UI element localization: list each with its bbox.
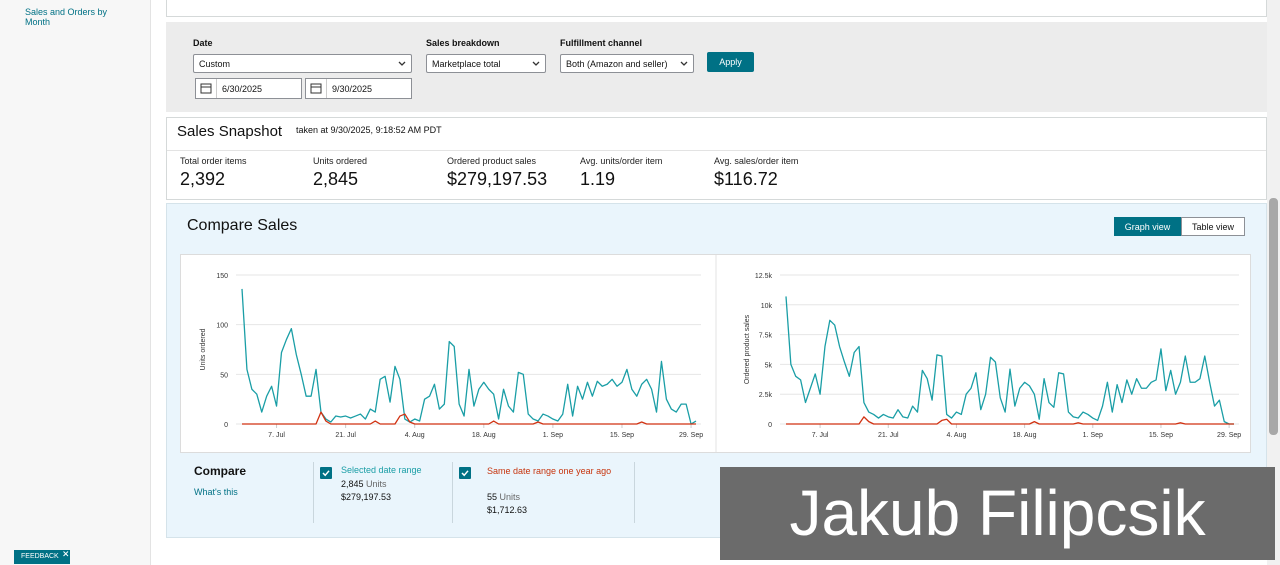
metric-label: Total order items [180,156,247,166]
chevron [680,61,688,66]
compare-sales-title: Compare Sales [187,217,298,234]
y-tick-label: 0 [224,422,228,429]
top-panel [166,0,1267,17]
breakdown-value: Marketplace total [432,59,501,69]
series-line [242,411,696,425]
date-select[interactable]: Custom [193,54,412,73]
x-tick-label: 29. Sep [1217,432,1241,439]
charts-box: 0 50 100 150 Units ordered 7. Jul 21. Jul 4. Au… [180,254,1251,453]
graph-view-button[interactable]: Graph view [1114,217,1181,236]
divider [167,150,1266,151]
sidebar [0,0,151,565]
metric-value: $279,197.53 [447,169,548,189]
chevron [532,61,540,66]
scrollbar-thumb[interactable] [1269,198,1278,435]
divider [634,462,635,523]
x-tick-label: 29. Sep [679,432,703,439]
close-icon [62,551,69,557]
y-tick-label: 0 [768,422,772,429]
y-tick-label: 12.5k [755,273,773,280]
breakdown-select[interactable]: Marketplace total [426,54,546,73]
divider [313,462,314,523]
feedback-button[interactable]: FEEDBACK [14,550,70,564]
breakdown-label: Sales breakdown [426,38,500,48]
units-label: Units [366,479,387,489]
feedback-label: FEEDBACK [21,553,59,560]
end-value: 9/30/2025 [332,84,373,94]
x-tick-label: 4. Aug [947,432,967,439]
calendar-icon [200,83,212,94]
metric-value: $116.72 [714,169,778,189]
legend-last-year: Same date range one year ago [487,466,612,476]
y-tick-label: 150 [216,273,228,280]
compare-title: Compare [194,464,247,478]
x-tick-label: 15. Sep [610,432,634,439]
snapshot-panel [166,117,1267,200]
x-tick-label: 7. Jul [268,432,285,439]
table-view-button[interactable]: Table view [1181,217,1245,236]
x-tick-label: 15. Sep [1149,432,1173,439]
x-tick-label: 1. Sep [543,432,563,439]
y-tick-label: 2.5k [759,392,773,399]
divider [452,462,453,523]
y-axis-label: Ordered product sales [744,314,751,384]
metric-label: Avg. sales/order item [714,156,799,166]
y-tick-label: 5k [765,362,773,369]
whats-this-link[interactable]: What's this [194,487,238,497]
metric-value: 2,845 [313,169,359,189]
channel-label: Fulfillment channel [560,38,643,48]
sales: $1,712.63 [487,505,528,515]
charts: 0 50 100 150 Units ordered 7. Jul 21. Jul 4. Au… [200,255,1241,452]
y-tick-label: 100 [216,323,228,330]
x-tick-label: 21. Jul [878,432,899,439]
sidebar-link[interactable]: Sales and Orders by Month [25,7,108,27]
checkbox[interactable] [459,467,471,479]
channel-select[interactable]: Both (Amazon and seller) [560,54,694,73]
x-tick-label: 18. Aug [1013,432,1037,439]
y-tick-label: 7.5k [759,333,773,340]
date-label: Date [193,38,213,48]
x-tick-label: 4. Aug [405,432,425,439]
chevron [398,61,406,66]
date-value: Custom [199,59,231,69]
x-tick-label: 21. Jul [335,432,356,439]
series-line [785,296,1234,425]
x-tick-label: 1. Sep [1083,432,1103,439]
y-tick-label: 10k [761,303,773,310]
legend-selected: Selected date range [341,465,422,475]
snapshot-title: Sales Snapshot [177,123,283,140]
metric-value: 1.19 [580,169,616,189]
metric-label: Units ordered [313,156,368,166]
x-tick-label: 7. Jul [812,432,829,439]
metric-label: Avg. units/order item [580,156,663,166]
start-value: 6/30/2025 [222,84,263,94]
metric-value: 2,392 [180,169,226,189]
channel-value: Both (Amazon and seller) [566,59,668,69]
metric-label: Ordered product sales [447,156,537,166]
units-label: Units [499,492,521,502]
watermark: Jakub Filipcsik [720,467,1275,560]
series-line [786,416,1234,425]
y-tick-label: 50 [220,372,228,379]
snapshot-taken: taken at 9/30/2025, 9:18:52 AM PDT [296,125,442,135]
end-date[interactable]: 9/30/2025 [305,78,412,99]
x-tick-label: 18. Aug [472,432,496,439]
calendar-icon [310,83,322,94]
y-axis-label: Units ordered [200,328,207,370]
checkbox[interactable] [320,467,332,479]
units: 2,845 [341,479,364,489]
series-line [241,288,697,425]
apply-button[interactable]: Apply [707,52,754,72]
sales: $279,197.53 [341,492,392,502]
start-date[interactable]: 6/30/2025 [195,78,302,99]
units: 55 [487,492,498,502]
